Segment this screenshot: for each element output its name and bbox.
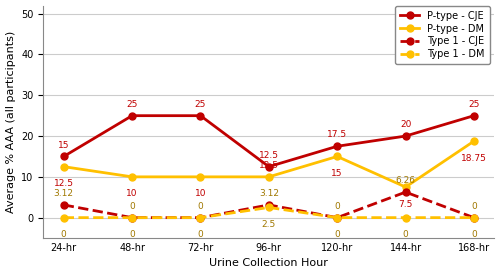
Type 1 - CJE [471, 216, 477, 219]
Text: 7.5: 7.5 [398, 199, 413, 209]
Text: 12.5: 12.5 [54, 179, 74, 188]
Type 1 - DM [266, 206, 272, 209]
Text: 25: 25 [126, 100, 138, 109]
P-type - DM [471, 139, 477, 143]
Text: 25: 25 [468, 100, 479, 109]
Line: P-type - CJE: P-type - CJE [60, 112, 478, 170]
Text: 0: 0 [471, 230, 477, 239]
P-type - CJE [198, 114, 203, 117]
Text: 12.5: 12.5 [259, 161, 279, 170]
Text: 3.12: 3.12 [54, 189, 74, 198]
Text: 15: 15 [332, 169, 343, 178]
Y-axis label: Average % AAA (all participants): Average % AAA (all participants) [6, 31, 16, 213]
Text: 12.5: 12.5 [259, 151, 279, 160]
Type 1 - DM [60, 216, 66, 219]
Text: 3.12: 3.12 [259, 189, 279, 198]
Type 1 - CJE [198, 216, 203, 219]
Text: 2.5: 2.5 [262, 220, 276, 229]
Text: 0: 0 [334, 202, 340, 211]
P-type - CJE [471, 114, 477, 117]
Text: 6.26: 6.26 [396, 176, 415, 185]
Type 1 - DM [471, 216, 477, 219]
Type 1 - CJE [129, 216, 135, 219]
Text: 0: 0 [198, 202, 203, 211]
P-type - CJE [129, 114, 135, 117]
P-type - CJE [60, 155, 66, 158]
Type 1 - CJE [402, 190, 408, 194]
Type 1 - CJE [60, 203, 66, 207]
Text: 20: 20 [400, 120, 411, 129]
Text: 10: 10 [126, 189, 138, 198]
Type 1 - DM [198, 216, 203, 219]
Text: 0: 0 [334, 230, 340, 239]
Text: 0: 0 [61, 230, 66, 239]
Type 1 - DM [334, 216, 340, 219]
Text: 25: 25 [195, 100, 206, 109]
Legend: P-type - CJE, P-type - DM, Type 1 - CJE, Type 1 - DM: P-type - CJE, P-type - DM, Type 1 - CJE,… [395, 6, 490, 64]
Text: 18.75: 18.75 [461, 154, 487, 163]
Text: 17.5: 17.5 [327, 130, 347, 139]
P-type - CJE [402, 135, 408, 138]
Text: 15: 15 [58, 141, 70, 150]
Line: P-type - DM: P-type - DM [60, 138, 478, 190]
Type 1 - CJE [334, 216, 340, 219]
Type 1 - DM [129, 216, 135, 219]
P-type - DM [266, 175, 272, 178]
P-type - DM [60, 165, 66, 168]
Text: 0: 0 [129, 202, 135, 211]
P-type - DM [334, 155, 340, 158]
Text: 0: 0 [129, 230, 135, 239]
P-type - DM [402, 185, 408, 189]
Text: 10: 10 [194, 189, 206, 198]
Line: Type 1 - DM: Type 1 - DM [60, 204, 478, 221]
Text: 0: 0 [471, 202, 477, 211]
X-axis label: Urine Collection Hour: Urine Collection Hour [210, 258, 328, 269]
Type 1 - CJE [266, 203, 272, 207]
Text: 0: 0 [198, 230, 203, 239]
P-type - CJE [266, 165, 272, 168]
Line: Type 1 - CJE: Type 1 - CJE [60, 189, 478, 221]
P-type - DM [129, 175, 135, 178]
P-type - CJE [334, 145, 340, 148]
Type 1 - DM [402, 216, 408, 219]
Text: 0: 0 [402, 230, 408, 239]
P-type - DM [198, 175, 203, 178]
